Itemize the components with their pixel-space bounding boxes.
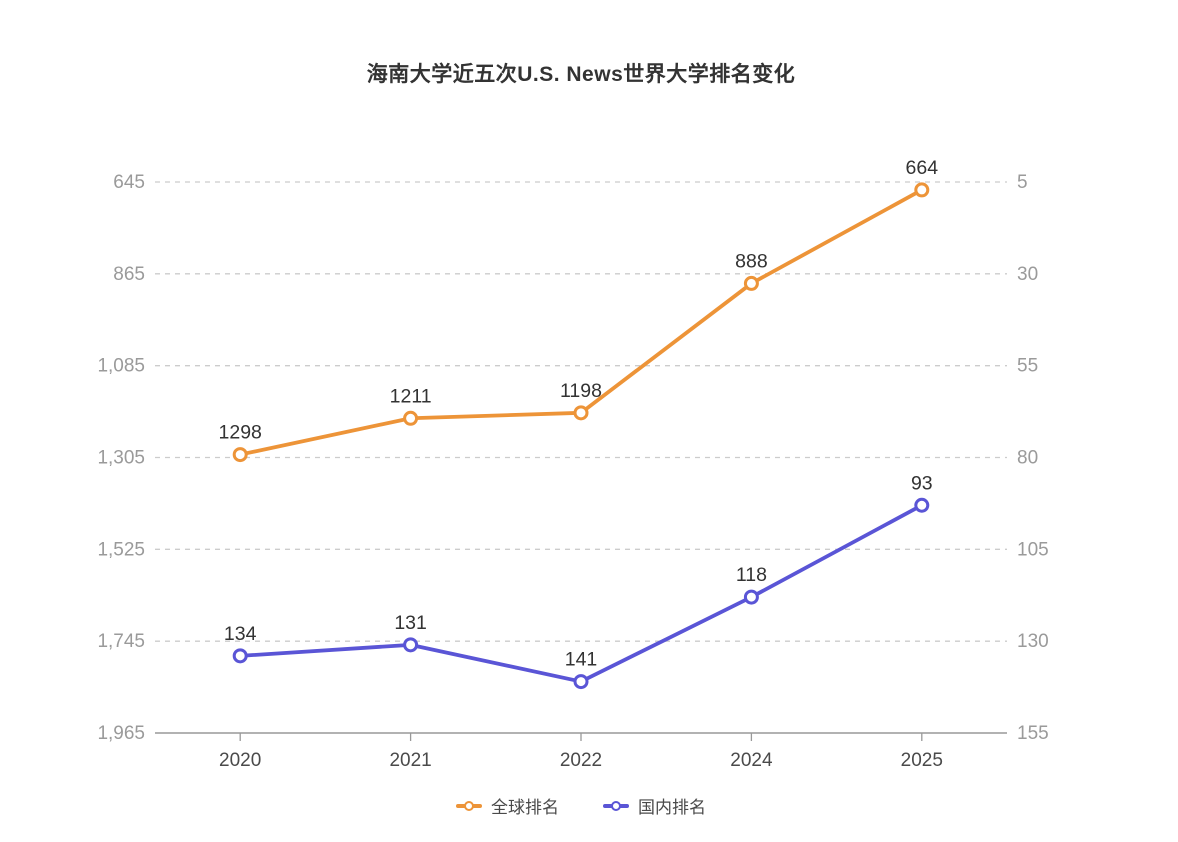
data-point-marker-domestic-ranking[interactable]: [573, 674, 589, 690]
y-axis-label-left: 865: [113, 264, 145, 285]
chart-title: 海南大学近五次U.S. News世界大学排名变化: [366, 63, 796, 86]
data-point-label: 131: [394, 612, 427, 634]
y-axis-label-right: 55: [1017, 356, 1038, 377]
data-point-marker-domestic-ranking[interactable]: [914, 497, 930, 513]
y-axis-label-left: 1,085: [97, 356, 145, 377]
x-axis-label: 2021: [389, 750, 431, 771]
data-point-label: 888: [735, 250, 768, 272]
data-point-label: 1211: [390, 385, 432, 407]
data-point-marker-domestic-ranking[interactable]: [232, 648, 248, 664]
y-axis-label-right: 5: [1017, 172, 1028, 193]
data-point-label: 134: [224, 623, 257, 645]
data-point-marker-global-ranking[interactable]: [743, 275, 759, 291]
data-point-marker-global-ranking[interactable]: [914, 182, 930, 198]
x-axis-label: 2022: [560, 750, 602, 771]
legend-label-domestic-ranking: 国内排名: [638, 798, 706, 817]
y-axis-label-left: 1,525: [97, 539, 145, 560]
data-point-label: 118: [736, 564, 767, 586]
legend-item-domestic-ranking[interactable]: 国内排名: [603, 793, 706, 818]
x-axis-label: 2024: [730, 750, 773, 771]
legend-label-global-ranking: 全球排名: [491, 798, 559, 817]
data-point-marker-global-ranking[interactable]: [403, 410, 419, 426]
data-point-label: 664: [906, 157, 939, 179]
x-axis-label: 2020: [219, 750, 261, 771]
legend-dot-icon: [464, 800, 474, 811]
data-point-marker-domestic-ranking[interactable]: [743, 589, 759, 605]
data-point-label: 1198: [560, 380, 602, 402]
data-point-marker-global-ranking[interactable]: [573, 405, 589, 421]
y-axis-label-right: 30: [1017, 264, 1038, 285]
legend-line-marker-icon: [603, 800, 629, 811]
data-point-label: 141: [565, 649, 598, 671]
x-axis-label: 2025: [901, 750, 943, 771]
y-axis-label-left: 1,305: [97, 448, 145, 469]
chart-legend: 全球排名 国内排名: [0, 793, 1162, 818]
y-axis-label-right: 130: [1017, 631, 1049, 652]
data-point-marker-global-ranking[interactable]: [232, 447, 248, 463]
legend-line-marker-icon: [456, 800, 482, 811]
y-axis-label-left: 645: [113, 172, 145, 193]
data-point-label: 93: [911, 472, 933, 494]
legend-item-global-ranking[interactable]: 全球排名: [456, 793, 559, 818]
y-axis-label-left: 1,965: [97, 723, 145, 744]
legend-dot-icon: [611, 800, 621, 811]
y-axis-label-left: 1,745: [97, 631, 145, 652]
data-point-label: 1298: [219, 422, 262, 444]
y-axis-label-right: 105: [1017, 539, 1049, 560]
y-axis-label-right: 155: [1017, 723, 1049, 744]
y-axis-label-right: 80: [1017, 448, 1038, 469]
data-point-marker-domestic-ranking[interactable]: [403, 637, 419, 653]
